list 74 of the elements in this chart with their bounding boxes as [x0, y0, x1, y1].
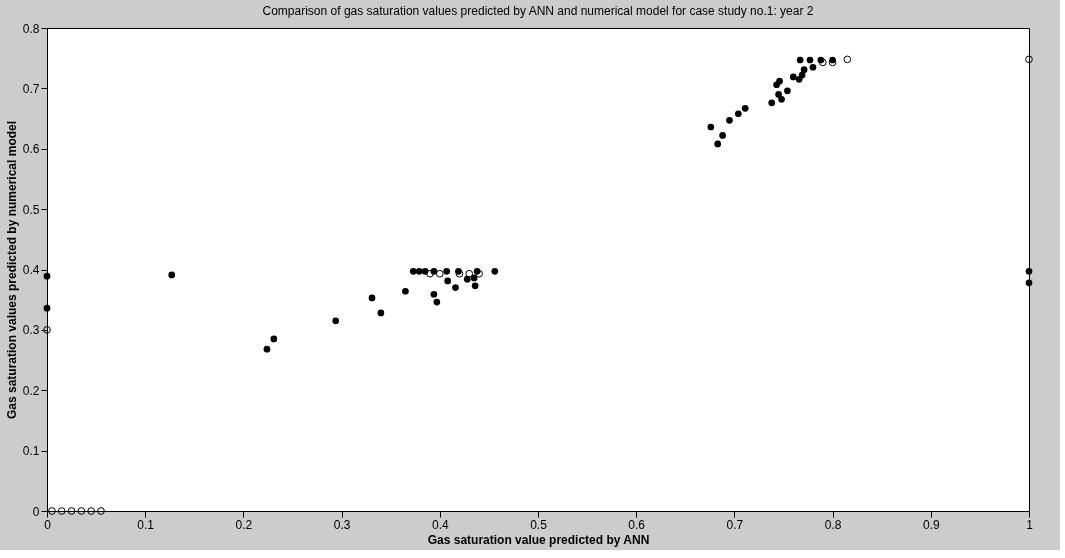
point: [270, 335, 278, 343]
point: [775, 91, 782, 98]
y-tick-label: 0: [32, 504, 40, 519]
point: [67, 507, 76, 515]
point: [368, 294, 376, 302]
point: [402, 287, 409, 295]
point: [452, 284, 459, 291]
point: [809, 63, 817, 71]
point: [433, 298, 441, 306]
point: [415, 267, 423, 275]
point: [435, 269, 444, 278]
point: [463, 275, 471, 283]
point: [491, 267, 499, 275]
x-tick-label: 0.2: [235, 517, 253, 532]
point: [421, 267, 429, 275]
y-tick-label: 0.2: [22, 383, 40, 398]
point: [377, 309, 385, 317]
point: [1025, 279, 1033, 287]
y-tick-label: 0.8: [22, 21, 40, 36]
point: [1025, 55, 1033, 64]
x-tick-label: 0.5: [530, 517, 548, 532]
chart-title: Comparison of gas saturation values predicted by ANN and numerical model for case study no.1: year 2: [262, 4, 814, 18]
point: [1025, 267, 1033, 275]
point: [430, 267, 438, 275]
point: [430, 290, 438, 298]
point: [43, 272, 51, 280]
x-tick-label: 0.1: [137, 517, 155, 532]
point: [707, 123, 715, 131]
point: [741, 104, 749, 112]
x-tick-label: 0.7: [726, 517, 744, 532]
point: [465, 269, 474, 278]
point: [470, 274, 478, 282]
x-tick-label: 1: [1026, 517, 1034, 532]
point: [778, 95, 785, 103]
point: [263, 345, 271, 353]
point: [714, 140, 722, 148]
x-tick-label: 0.8: [824, 517, 842, 532]
point: [443, 267, 451, 275]
point: [726, 117, 733, 124]
point: [734, 110, 742, 118]
point: [768, 99, 776, 107]
point: [43, 326, 51, 334]
y-tick-label: 0.1: [22, 444, 40, 459]
point: [444, 277, 452, 285]
point: [719, 132, 726, 139]
point: [784, 87, 791, 95]
point: [77, 507, 86, 515]
point: [773, 81, 780, 89]
y-tick-label: 0.4: [22, 263, 40, 277]
point: [806, 56, 814, 64]
y-tick-label: 0.7: [22, 81, 40, 96]
x-tick-label: 0: [44, 517, 52, 532]
point: [87, 507, 96, 515]
x-tick-label: 0.4: [431, 517, 449, 532]
point: [800, 66, 808, 74]
point: [97, 507, 105, 515]
y-tick-label: 0.3: [22, 323, 40, 338]
x-tick-label: 0.9: [922, 517, 940, 532]
x-axis-title: Gas saturation value predicted by ANN: [427, 532, 650, 547]
y-tick-label: 0.5: [22, 202, 40, 217]
point: [332, 317, 340, 325]
y-tick-label: 0.6: [22, 142, 40, 157]
point: [471, 282, 479, 290]
y-axis-title: Gas saturation values predicted by numerical model: [4, 120, 19, 420]
point: [796, 56, 804, 64]
point: [843, 55, 852, 64]
point: [168, 271, 176, 279]
point: [789, 73, 797, 81]
point: [43, 304, 51, 312]
x-tick-label: 0.3: [333, 517, 351, 532]
point: [426, 269, 434, 278]
point: [409, 267, 417, 275]
x-tick-label: 0.6: [628, 517, 646, 532]
point: [57, 507, 66, 515]
